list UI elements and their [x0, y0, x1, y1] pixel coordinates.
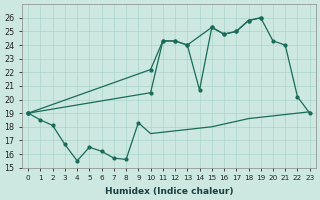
X-axis label: Humidex (Indice chaleur): Humidex (Indice chaleur)	[105, 187, 233, 196]
